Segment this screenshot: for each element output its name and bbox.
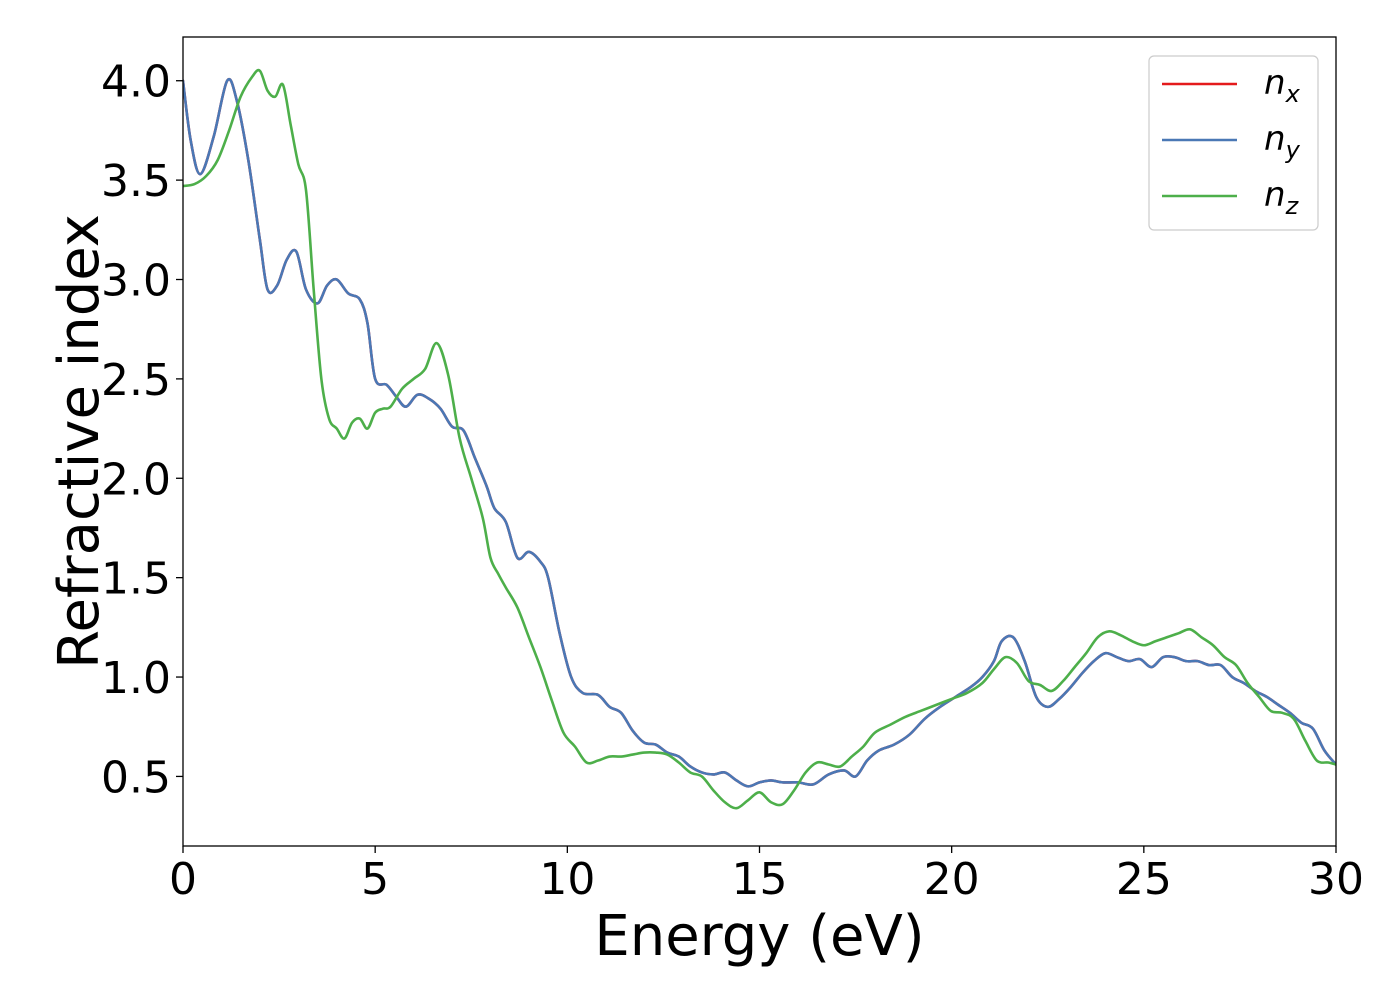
legend-box bbox=[1148, 55, 1319, 231]
series-line-z bbox=[183, 68, 1336, 810]
legend-label-z: nz bbox=[1264, 175, 1300, 220]
y-tick-label: 0.5 bbox=[101, 752, 171, 803]
y-tick-label: 3.0 bbox=[101, 256, 171, 307]
legend-label-x: nx bbox=[1264, 63, 1301, 108]
x-axis-label: Energy (eV) bbox=[594, 904, 924, 969]
y-tick-label: 2.0 bbox=[101, 454, 171, 505]
x-tick-label: 20 bbox=[924, 854, 980, 905]
series-line-y bbox=[183, 78, 1336, 788]
x-tick-label: 0 bbox=[169, 854, 197, 905]
y-tick-label: 1.5 bbox=[101, 554, 171, 605]
y-tick-label: 3.5 bbox=[101, 156, 171, 207]
y-tick-label: 4.0 bbox=[101, 57, 171, 108]
x-tick-label: 25 bbox=[1116, 854, 1172, 905]
x-tick-label: 5 bbox=[361, 854, 389, 905]
series-layer bbox=[183, 68, 1336, 810]
x-tick-label: 30 bbox=[1308, 854, 1364, 905]
x-tick-label: 10 bbox=[539, 854, 595, 905]
legend-label-y: ny bbox=[1264, 119, 1301, 164]
ticks-layer: 0 5 10 15 20 25 30 0.5 1.0 1.5 2.0 2.5 3.0 3.5 4.0 bbox=[101, 57, 1364, 905]
y-tick-label: 2.5 bbox=[101, 355, 171, 406]
y-axis-label: Refractive index bbox=[47, 214, 112, 669]
x-tick-label: 15 bbox=[732, 854, 788, 905]
y-tick-label: 1.0 bbox=[101, 653, 171, 704]
legend: nx ny nz bbox=[1148, 55, 1319, 231]
